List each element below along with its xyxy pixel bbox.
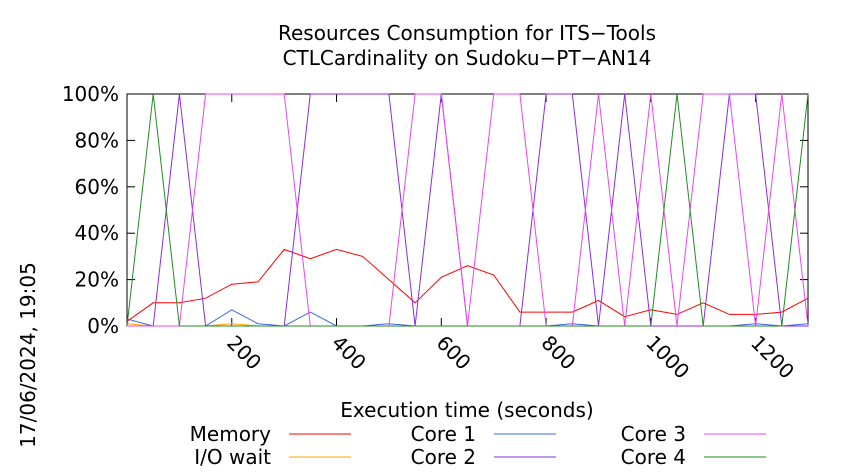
series-lines [126, 93, 809, 327]
y-tick-label: 100% [62, 82, 119, 106]
x-tick-label: 1200 [746, 331, 799, 384]
y-tick-label: 60% [75, 175, 119, 199]
legend-label: Core 2 [411, 445, 476, 469]
series-line-core-2 [127, 93, 808, 327]
y-tick-label: 40% [75, 221, 119, 245]
x-tick-label: 1000 [641, 331, 694, 384]
x-tick-label: 400 [327, 331, 371, 375]
x-axis-label: Execution time (seconds) [340, 398, 593, 422]
y-tick-label: 20% [75, 268, 119, 292]
legend-label: Core 1 [411, 422, 476, 446]
chart-title-line-2: CTLCardinality on Sudoku−PT−AN14 [283, 46, 652, 70]
timestamp-label: 17/06/2024, 19:05 [16, 262, 40, 448]
chart-title: Resources Consumption for ITS−Tools CTLC… [278, 21, 656, 70]
y-tick-label: 80% [75, 128, 119, 152]
x-tick-label: 800 [537, 331, 581, 375]
legend-label: Memory [190, 422, 272, 446]
y-tick-label: 0% [87, 314, 119, 338]
x-tick-label: 200 [222, 331, 266, 375]
series-line-core-4 [126, 93, 809, 327]
x-axis: 200 400 600 800 1000 1200 [222, 94, 799, 384]
legend-label: Core 3 [621, 422, 686, 446]
chart-title-line-1: Resources Consumption for ITS−Tools [278, 21, 656, 45]
x-tick-label: 600 [432, 331, 476, 375]
plot-frame [126, 93, 809, 327]
series-line-memory [126, 248, 809, 322]
legend-label: Core 4 [621, 445, 686, 469]
y-axis: 0% 20% 40% 60% 80% 100% [62, 82, 808, 338]
legend-label: I/O wait [194, 445, 271, 469]
series-line-core-3 [127, 93, 809, 327]
